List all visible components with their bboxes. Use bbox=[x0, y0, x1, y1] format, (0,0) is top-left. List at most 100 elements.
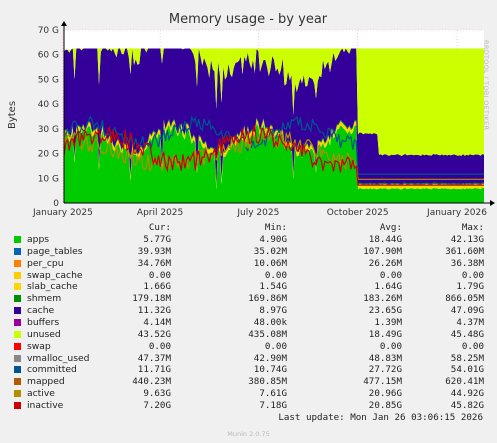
line-committed bbox=[63, 114, 484, 175]
x-tick-label: October 2025 bbox=[327, 208, 389, 218]
area-apps bbox=[64, 123, 484, 203]
y-tick-label: 20 G bbox=[38, 150, 59, 160]
legend-avg: 27.72G bbox=[368, 364, 402, 376]
legend-min: 380.85M bbox=[248, 376, 287, 388]
legend-avg: 107.90M bbox=[363, 245, 402, 257]
legend-swatch bbox=[14, 318, 21, 326]
legend-min: 10.74G bbox=[253, 364, 287, 376]
legend-max: 54.01G bbox=[450, 364, 484, 376]
legend-cur: 11.32G bbox=[137, 305, 171, 317]
legend-min: 10.06M bbox=[253, 257, 287, 269]
header-min: Min: bbox=[264, 222, 287, 233]
legend-max: 58.25M bbox=[450, 352, 484, 364]
legend-max: 1.79G bbox=[456, 281, 484, 293]
y-tick-label: 60 G bbox=[38, 51, 59, 61]
legend-row-per-cpu: per_cpu 34.76M 10.06M 26.26M 36.38M bbox=[0, 258, 497, 270]
legend-label: active bbox=[27, 388, 55, 400]
x-tick-label: January 2025 bbox=[32, 208, 93, 218]
legend-header: Cur: Min: Avg: Max: bbox=[0, 222, 497, 234]
legend-cur: 43.52G bbox=[137, 328, 171, 340]
legend-cur: 179.18M bbox=[132, 293, 171, 305]
legend-row-mapped: mapped 440.23M 380.85M 477.15M 620.41M bbox=[0, 376, 497, 388]
y-tick-label: 40 G bbox=[38, 100, 59, 110]
legend-row-buffers: buffers 4.14M 48.00k 1.39M 4.37M bbox=[0, 317, 497, 329]
legend-label: unused bbox=[27, 328, 61, 340]
legend-max: 42.13G bbox=[450, 234, 484, 245]
legend-avg: 1.39M bbox=[374, 316, 402, 328]
legend-swatch bbox=[14, 271, 21, 279]
legend-swatch bbox=[14, 283, 21, 291]
legend-avg: 23.65G bbox=[368, 305, 402, 317]
legend-min: 7.61G bbox=[259, 388, 287, 400]
legend-label: apps bbox=[27, 234, 50, 245]
area-unused bbox=[64, 48, 484, 156]
footer: Munin 2.0.75 bbox=[227, 430, 270, 438]
legend-label: mapped bbox=[27, 376, 65, 388]
legend-cur: 1.66G bbox=[143, 281, 171, 293]
legend-cur: 39.93M bbox=[137, 245, 171, 257]
legend-max: 0.00 bbox=[461, 269, 484, 281]
legend-min: 0.00 bbox=[264, 340, 287, 352]
legend-label: buffers bbox=[27, 316, 60, 328]
y-axis-label: Bytes bbox=[7, 101, 18, 129]
legend-cur: 9.63G bbox=[143, 388, 171, 400]
legend-row-unused: unused 43.52G 435.08M 18.49G 45.48G bbox=[0, 329, 497, 341]
legend-max: 866.05M bbox=[445, 293, 484, 305]
legend-cur: 11.71G bbox=[137, 364, 171, 376]
legend-row-swap-cache: swap_cache 0.00 0.00 0.00 0.00 bbox=[0, 270, 497, 282]
legend-swatch bbox=[14, 259, 21, 267]
legend-swatch bbox=[14, 401, 21, 409]
header-cur: Cur: bbox=[148, 222, 171, 233]
legend-avg: 0.00 bbox=[379, 340, 402, 352]
y-ticks: 0 10 G 20 G 30 G 40 G 50 G 60 G 70 G bbox=[38, 26, 60, 209]
legend-cur: 0.00 bbox=[148, 269, 171, 281]
legend-swatch bbox=[14, 247, 21, 255]
y-axis-arrow bbox=[61, 21, 67, 26]
legend-row-slab-cache: slab_cache 1.66G 1.54G 1.64G 1.79G bbox=[0, 281, 497, 293]
legend-row-committed: committed 11.71G 10.74G 27.72G 54.01G bbox=[0, 364, 497, 376]
x-tick-label: January 2026 bbox=[426, 208, 487, 218]
line-inactive bbox=[63, 125, 484, 186]
legend-cur: 0.00 bbox=[148, 340, 171, 352]
last-update: Last update: Mon Jan 26 03:06:15 2026 bbox=[278, 412, 483, 423]
legend-row-apps: apps 5.77G 4.90G 18.44G 42.13G bbox=[0, 234, 497, 246]
legend-min: 435.08M bbox=[248, 328, 287, 340]
legend-swatch bbox=[14, 354, 21, 362]
legend-label: cache bbox=[27, 305, 55, 317]
legend-max: 36.38M bbox=[450, 257, 484, 269]
legend-swatch bbox=[14, 366, 21, 374]
legend-swatch bbox=[14, 330, 21, 338]
legend-label: vmalloc_used bbox=[27, 352, 90, 364]
legend-min: 1.54G bbox=[259, 281, 287, 293]
legend-min: 0.00 bbox=[264, 269, 287, 281]
legend-row-vmalloc-used: vmalloc_used 47.37M 42.90M 48.83M 58.25M bbox=[0, 353, 497, 365]
legend-min: 8.97G bbox=[259, 305, 287, 317]
legend-cur: 34.76M bbox=[137, 257, 171, 269]
legend-avg: 18.44G bbox=[368, 234, 402, 245]
legend-max: 47.09G bbox=[450, 305, 484, 317]
side-label: RRDTOOL / TOBI OETIKER bbox=[482, 40, 490, 130]
legend-avg: 20.85G bbox=[368, 399, 402, 411]
legend-swatch bbox=[14, 295, 21, 303]
legend-row-inactive: inactive 7.20G 7.18G 20.85G 45.82G bbox=[0, 400, 497, 412]
legend-label: slab_cache bbox=[27, 281, 78, 293]
series-areas bbox=[64, 48, 484, 203]
header-avg: Avg: bbox=[379, 222, 402, 233]
legend-avg: 183.26M bbox=[363, 293, 402, 305]
header-max: Max: bbox=[461, 222, 484, 233]
chart-title: Memory usage - by year bbox=[169, 12, 328, 27]
line-active bbox=[63, 129, 484, 180]
legend-avg: 477.15M bbox=[363, 376, 402, 388]
legend-max: 45.82G bbox=[450, 399, 484, 411]
legend-max: 620.41M bbox=[445, 376, 484, 388]
x-ticks: January 2025 April 2025 July 2025 October 2… bbox=[32, 208, 487, 218]
legend-label: swap bbox=[27, 340, 51, 352]
legend-cur: 47.37M bbox=[137, 352, 171, 364]
x-tick-label: July 2025 bbox=[236, 208, 279, 218]
legend-max: 0.00 bbox=[461, 340, 484, 352]
legend-label: per_cpu bbox=[27, 257, 64, 269]
legend-label: committed bbox=[27, 364, 77, 376]
legend-swatch bbox=[14, 307, 21, 315]
axes bbox=[61, 21, 495, 206]
legend-row-cache: cache 11.32G 8.97G 23.65G 47.09G bbox=[0, 305, 497, 317]
